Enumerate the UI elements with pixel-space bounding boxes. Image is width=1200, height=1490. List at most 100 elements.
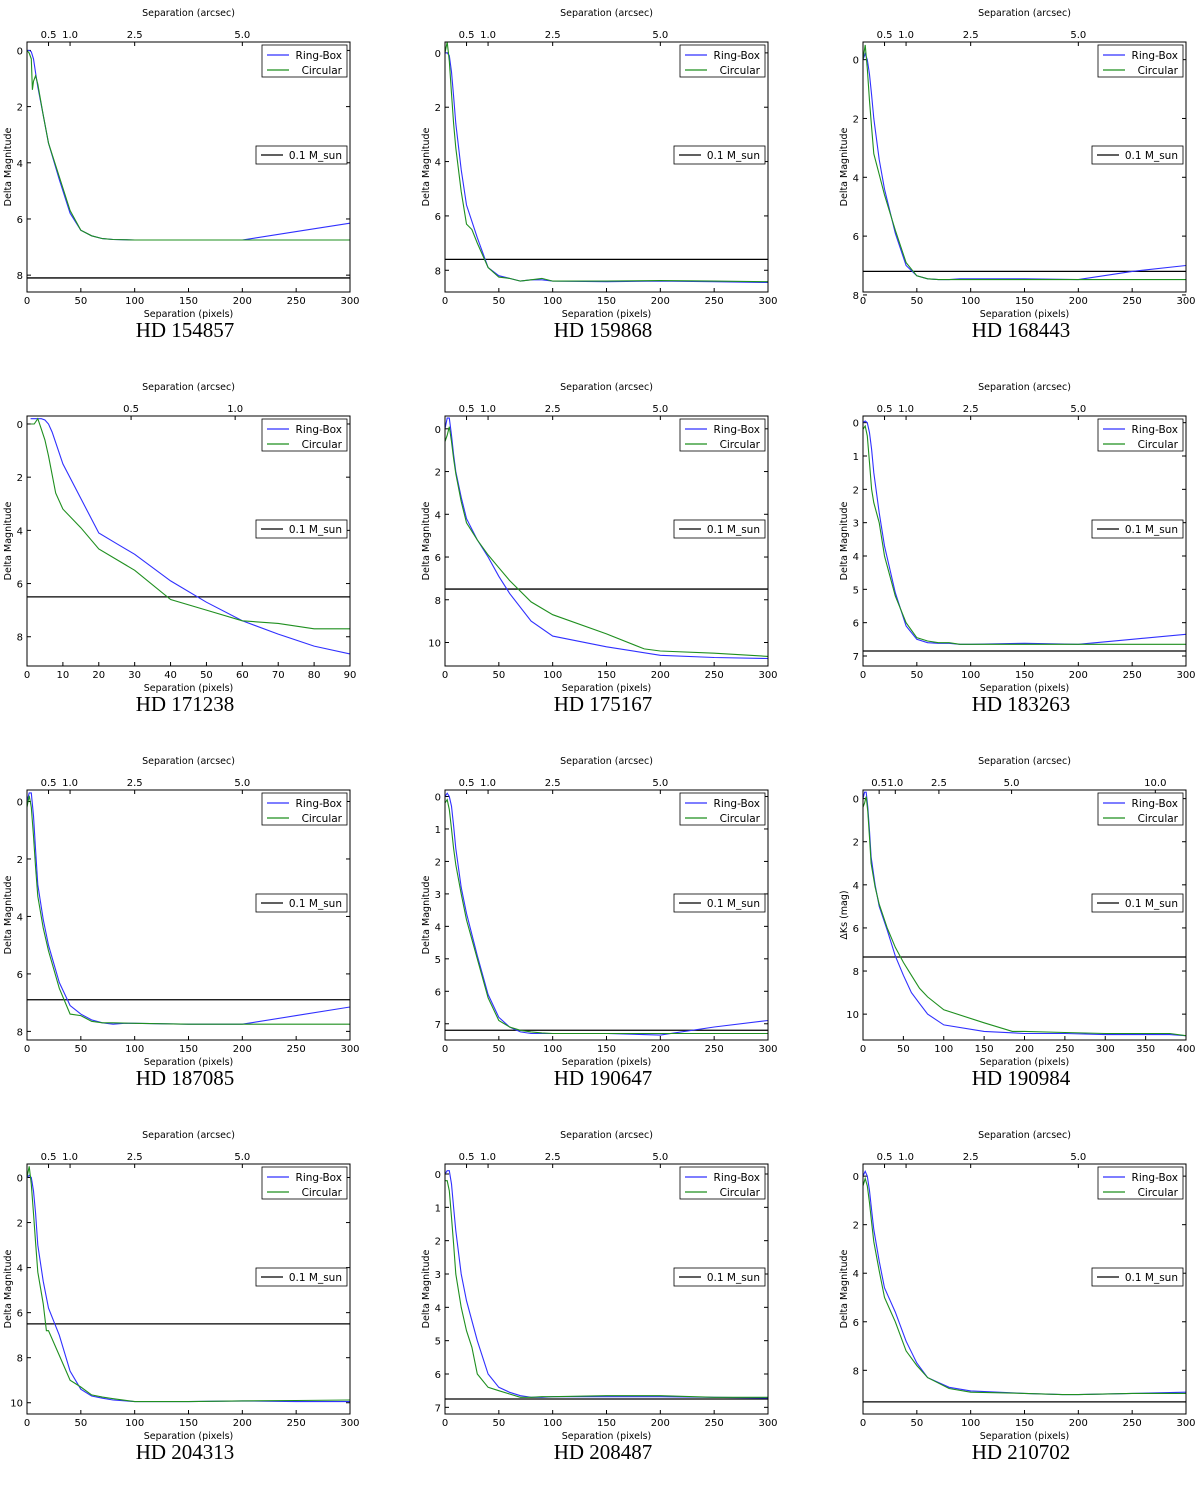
x-tick-label: 200 xyxy=(651,670,670,681)
series-line-circular xyxy=(445,42,768,283)
y-tick-label: 0 xyxy=(17,420,23,431)
legend-label: Ring-Box xyxy=(296,424,342,436)
top-tick-label: 0.5 xyxy=(877,404,893,415)
x-tick-label: 300 xyxy=(758,296,777,307)
legend-label: Circular xyxy=(1138,1187,1179,1199)
top-tick-label: 5.0 xyxy=(652,30,668,41)
y-tick-label: 2 xyxy=(435,468,441,479)
x-tick-label: 350 xyxy=(1136,1044,1155,1055)
y-tick-label: 4 xyxy=(435,922,441,933)
legend-label: Ring-Box xyxy=(296,798,342,810)
series-line-ring-box xyxy=(445,792,768,1036)
threshold-legend-label: 0.1 M_sun xyxy=(1125,1272,1178,1284)
top-tick-label: 5.0 xyxy=(234,30,250,41)
plot-frame xyxy=(444,415,769,667)
y-tick-label: 4 xyxy=(435,510,441,521)
x-tick-label: 250 xyxy=(287,1044,306,1055)
x-tick-label: 150 xyxy=(1015,296,1034,307)
x-tick-label: 200 xyxy=(233,1044,252,1055)
chart-svg: Separation (arcsec)0.5 1.00 10 20 30 40 50 60 70… xyxy=(3,382,357,694)
y-tick-label: 8 xyxy=(853,1366,859,1377)
x-tick-label: 250 xyxy=(705,1418,724,1429)
x-tick-label: 10 xyxy=(57,670,70,681)
y-tick-label: 5 xyxy=(435,1337,441,1348)
top-tick-label: 1.0 xyxy=(480,30,496,41)
y-tick-label: 2 xyxy=(853,1221,859,1232)
x-tick-label: 50 xyxy=(910,670,923,681)
x-tick-label: 100 xyxy=(543,670,562,681)
y-tick-label: 6 xyxy=(17,970,23,981)
chart-caption: HD 168443 xyxy=(971,318,1071,342)
top-tick-label: 2.5 xyxy=(931,778,947,789)
x-tick-label: 100 xyxy=(125,1418,144,1429)
x-tick-label: 0 xyxy=(24,1418,30,1429)
y-tick-label: 1 xyxy=(435,1203,441,1214)
legend-label: Ring-Box xyxy=(296,1172,342,1184)
plot-frame xyxy=(26,1163,351,1415)
legend-label: Circular xyxy=(1138,813,1179,825)
chart-caption: HD 154857 xyxy=(135,318,235,342)
y-tick-label: 5 xyxy=(435,955,441,966)
chart-panel: Separation (arcsec) 0.5 1.0 2.5 5.0 0 50 100 150… xyxy=(0,0,400,368)
y-tick-label: 7 xyxy=(853,652,859,663)
series-line-ring-box xyxy=(863,420,1186,645)
plot-frame xyxy=(444,1163,769,1415)
x-tick-label: 0 xyxy=(24,670,30,681)
series-line-circular xyxy=(27,50,350,241)
y-tick-label: 0 xyxy=(435,792,441,803)
y-tick-label: 0 xyxy=(853,795,859,806)
top-tick-label: 2.5 xyxy=(963,404,979,415)
chart-svg: Separation (arcsec) 0.5 1.0 2.5 5.0 10.0 0 50 10… xyxy=(839,756,1196,1068)
y-axis-label: Delta Magnitude xyxy=(421,502,432,581)
plot-frame xyxy=(444,41,769,293)
x-tick-label: 0 xyxy=(442,670,448,681)
x-tick-label: 0 xyxy=(442,296,448,307)
y-tick-label: 6 xyxy=(853,232,859,243)
x-tick-label: 300 xyxy=(758,670,777,681)
y-tick-label: 8 xyxy=(853,967,859,978)
top-tick-label: 5.0 xyxy=(1004,778,1020,789)
series-line-ring-box xyxy=(445,52,768,284)
x-axis-label: Separation (pixels) xyxy=(144,1431,234,1442)
x-tick-label: 50 xyxy=(492,1418,505,1429)
top-tick-label: 1.0 xyxy=(62,778,78,789)
x-tick-label: 300 xyxy=(340,1044,359,1055)
plot-frame xyxy=(862,41,1187,293)
threshold-legend-box xyxy=(255,1267,348,1287)
chart-svg: Separation (arcsec) 0.5 1.0 2.5 5.0 0 50 100 150… xyxy=(839,1130,1196,1442)
series-line-ring-box xyxy=(445,1170,768,1399)
legend-label: Ring-Box xyxy=(1132,50,1178,62)
top-tick-label: 5.0 xyxy=(234,1152,250,1163)
legend-box xyxy=(679,44,766,78)
x-tick-label: 90 xyxy=(344,670,357,681)
threshold-legend-box xyxy=(1091,145,1184,165)
y-tick-label: 6 xyxy=(17,580,23,591)
chart-caption: HD 171238 xyxy=(135,692,235,716)
legend-label: Circular xyxy=(720,439,761,451)
top-axis-label: Separation (arcsec) xyxy=(142,8,235,19)
y-axis-label: Delta Magnitude xyxy=(3,502,14,581)
chart-panel: Separation (arcsec) 0.5 1.0 0 10 20 30 40 50 60 70… xyxy=(0,374,400,742)
top-tick-label: 1.0 xyxy=(62,30,78,41)
legend-label: Circular xyxy=(720,813,761,825)
threshold-legend-label: 0.1 M_sun xyxy=(289,1272,342,1284)
top-tick-label: 2.5 xyxy=(963,1152,979,1163)
threshold-legend-label: 0.1 M_sun xyxy=(707,524,760,536)
legend-label: Ring-Box xyxy=(714,50,760,62)
x-tick-label: 0 xyxy=(442,1044,448,1055)
top-tick-label: 5.0 xyxy=(652,1152,668,1163)
threshold-legend-box xyxy=(673,145,766,165)
series-line-ring-box xyxy=(863,791,1186,1037)
top-tick-label: 1.0 xyxy=(480,404,496,415)
top-tick-label: 2.5 xyxy=(545,1152,561,1163)
chart-svg: Separation (arcsec) 0.5 1.0 2.5 5.0 0 50 100 150… xyxy=(421,8,778,320)
top-axis-label: Separation (arcsec) xyxy=(142,1130,235,1141)
x-axis-label: Separation (pixels) xyxy=(144,1057,234,1068)
x-tick-label: 80 xyxy=(308,670,321,681)
y-tick-label: 8 xyxy=(17,1354,23,1365)
legend-box xyxy=(261,1166,348,1200)
x-tick-label: 20 xyxy=(92,670,105,681)
y-tick-label: 10 xyxy=(428,638,441,649)
top-tick-label: 2.5 xyxy=(545,778,561,789)
threshold-legend-box xyxy=(255,893,348,913)
